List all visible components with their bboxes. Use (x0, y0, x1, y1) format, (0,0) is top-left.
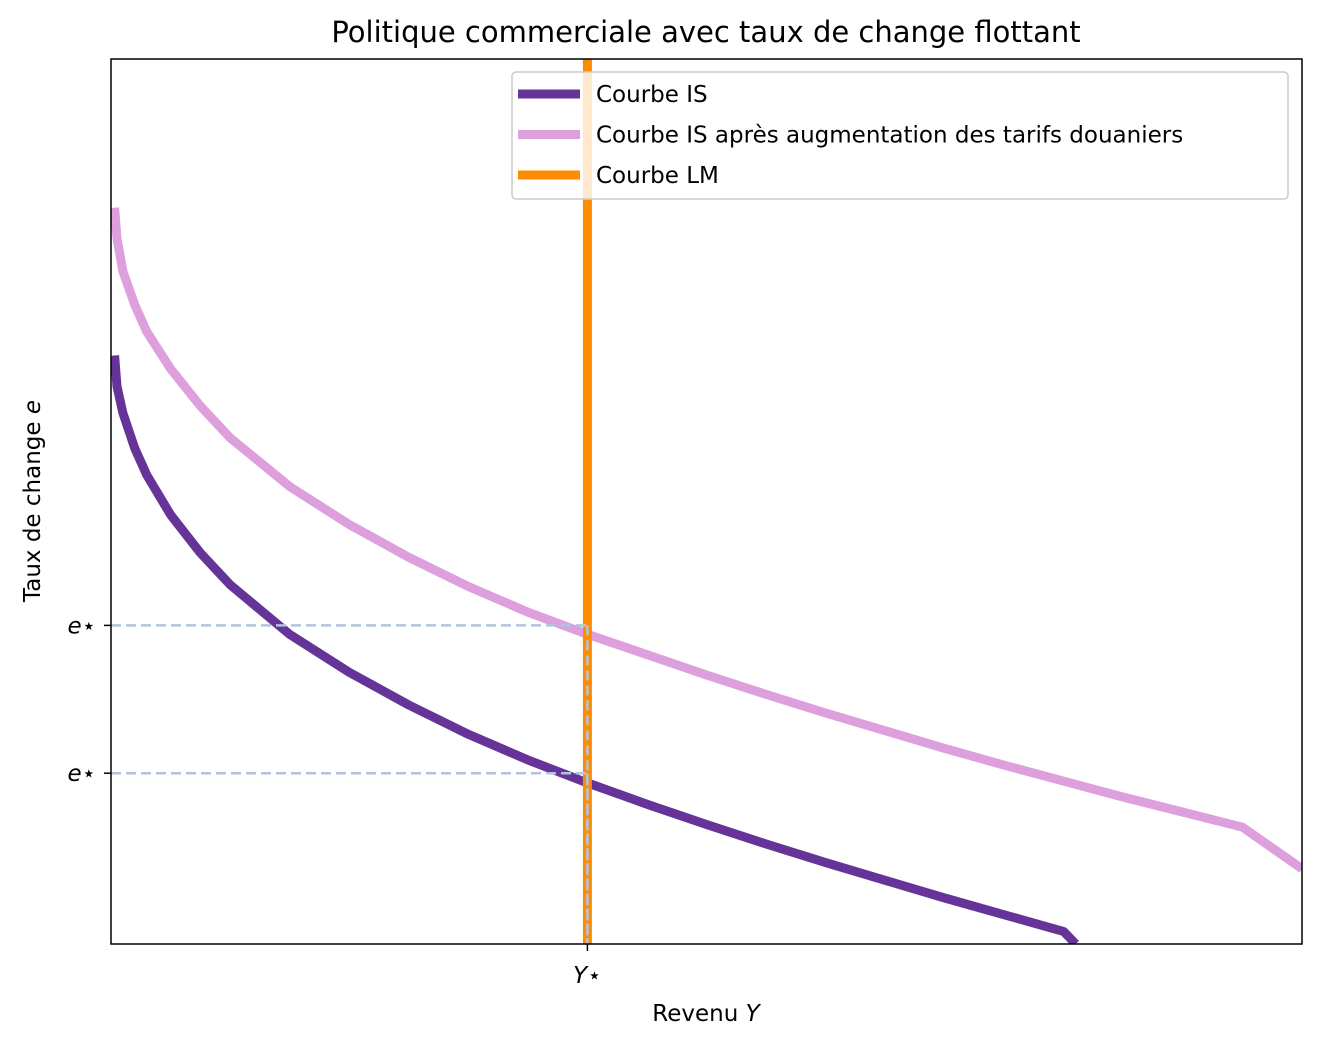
x-axis-label-var: Y (746, 1001, 762, 1027)
legend-box (511, 71, 1289, 200)
series-line-courbe-is-apres-augmentation-des-tarifs-douaniers (111, 207, 1302, 873)
legend-label-courbe-is-apres-augmentation-des-tarifs-douaniers: Courbe IS après augmentation des tarifs … (596, 123, 1183, 149)
legend-label-courbe-is: Courbe IS (596, 82, 708, 108)
y-tick-label: e⋆ (67, 761, 96, 787)
series-line-courbe-is (111, 355, 1079, 944)
y-axis-label: Taux de change e (20, 400, 46, 603)
y-axis-label-var: e (20, 400, 46, 414)
y-axis-label-text: Taux de change (20, 421, 46, 603)
chart-title: Politique commerciale avec taux de chang… (331, 15, 1080, 49)
legend: Courbe IS Courbe IS après augmentation de… (511, 71, 1289, 200)
x-axis-ticks: Y⋆ (573, 944, 602, 989)
axes-frame (110, 58, 1303, 945)
x-tick-label: Y⋆ (573, 963, 601, 989)
x-axis-label-text: Revenu (652, 1001, 738, 1027)
plot-area (111, 59, 1302, 944)
legend-label-courbe-lm: Courbe LM (596, 163, 719, 189)
y-axis-ticks: e⋆ e⋆ (67, 613, 111, 787)
y-tick-label: e⋆ (67, 613, 96, 639)
x-axis-label: Revenu Y (652, 1001, 761, 1027)
